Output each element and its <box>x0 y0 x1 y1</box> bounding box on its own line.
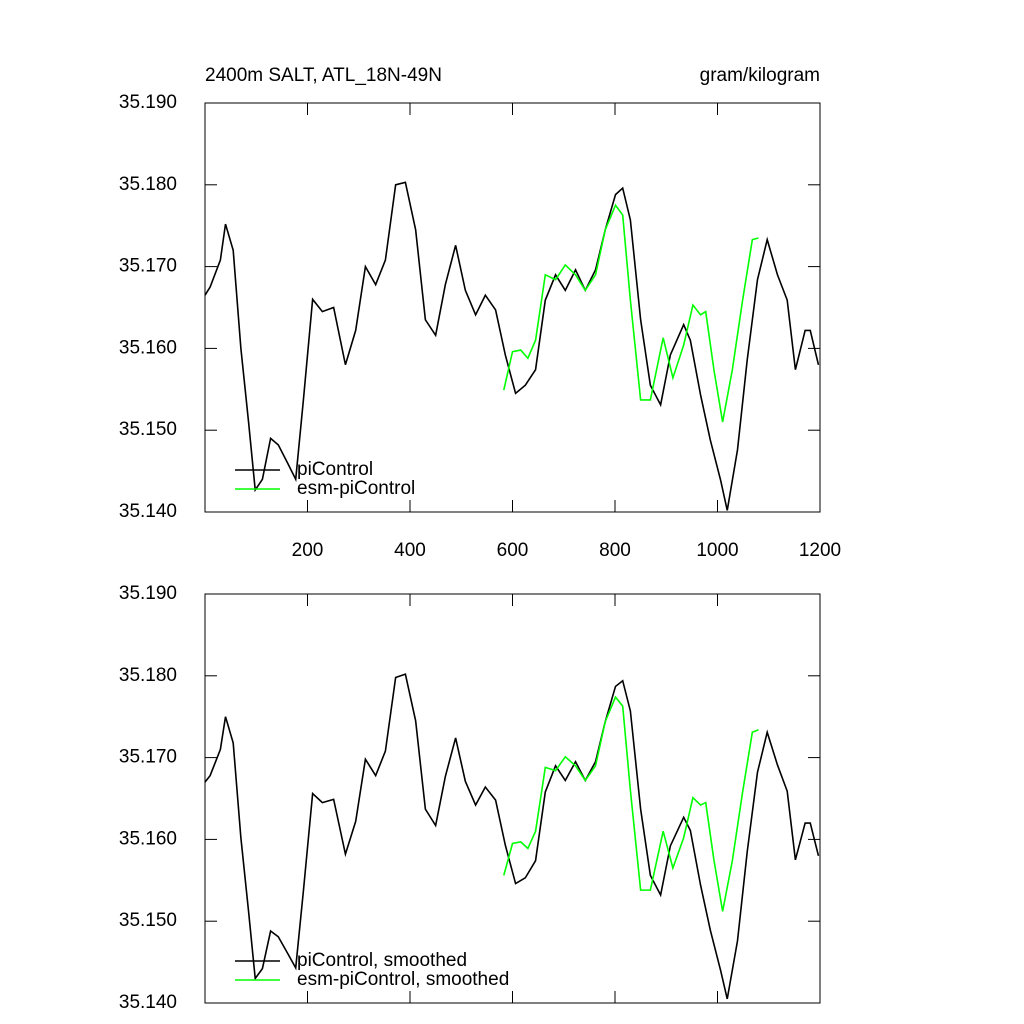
y-tick-label: 35.150 <box>119 910 177 931</box>
y-tick-label: 35.150 <box>119 419 177 440</box>
legend-label: piControl <box>297 459 373 480</box>
y-tick-label: 35.170 <box>119 256 177 277</box>
y-tick-label: 35.170 <box>119 747 177 768</box>
plot-frame <box>204 102 821 513</box>
y-tick-label: 35.180 <box>119 665 177 686</box>
units-label: gram/kilogram <box>700 65 820 86</box>
series-line <box>204 181 820 511</box>
series-line <box>204 673 820 1000</box>
plot-frame <box>204 593 821 1004</box>
y-tick-label: 35.190 <box>119 92 177 113</box>
x-tick-label: 1000 <box>696 540 738 561</box>
legend-label: piControl, smoothed <box>297 950 467 971</box>
x-tick-label: 200 <box>292 540 324 561</box>
y-tick-label: 35.160 <box>119 337 177 358</box>
series-line <box>503 695 759 912</box>
x-tick-label: 400 <box>394 540 426 561</box>
legend-label: esm-piControl, smoothed <box>297 969 509 990</box>
chart-title: 2400m SALT, ATL_18N-49N <box>205 65 442 86</box>
y-tick-label: 35.180 <box>119 174 177 195</box>
series-line <box>503 203 759 423</box>
y-tick-label: 35.140 <box>119 992 177 1013</box>
x-tick-label: 1200 <box>799 540 841 561</box>
x-tick-label: 600 <box>497 540 529 561</box>
y-tick-label: 35.160 <box>119 828 177 849</box>
y-tick-label: 35.190 <box>119 583 177 604</box>
x-tick-label: 800 <box>599 540 631 561</box>
y-tick-label: 35.140 <box>119 501 177 522</box>
legend-label: esm-piControl <box>297 478 415 499</box>
